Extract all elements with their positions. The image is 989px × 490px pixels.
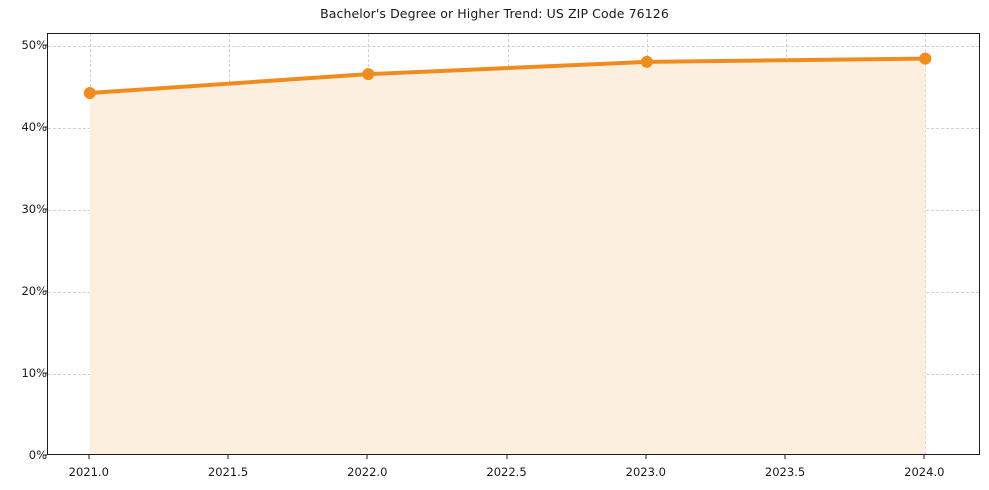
x-axis-tick-label: 2021.5 [207,465,249,479]
x-axis-tick-label: 2021.0 [68,465,109,479]
x-axis-tick-labels: 2021.0 2021.5 2022.0 2022.5 2023.0 2023.5 2024… [47,455,980,490]
y-axis-tick-label: 0% [28,448,47,462]
y-axis-tick-mark [43,208,47,210]
gridline-horizontal [48,46,979,48]
x-axis-tick-mark [923,455,925,459]
x-axis-tick-mark [784,455,786,459]
y-axis-tick-label: 40% [21,120,47,135]
chart-title: Bachelor's Degree or Higher Trend: US ZI… [320,6,669,21]
x-axis-tick-label: 2022.0 [347,465,388,479]
x-axis-tick-mark [366,455,368,459]
y-axis-tick-mark [43,454,47,456]
x-axis-tick-label: 2023.0 [625,465,666,479]
y-axis-tick-mark [43,126,47,128]
y-axis-tick-label: 10% [21,366,47,381]
y-axis-tick-mark [43,372,47,374]
x-axis-tick-mark [506,455,508,459]
series-area-fill [89,58,926,454]
y-axis-tick-label: 50% [21,38,47,53]
plot-area [47,33,980,455]
data-point-marker[interactable] [83,86,96,99]
series-layer [83,52,932,454]
y-axis-tick-labels: 0% 10% 20% 30% 40% 50% [0,33,47,462]
plot-inner [48,34,979,454]
gridline-vertical [925,34,927,454]
x-axis-tick-label: 2023.5 [764,465,806,479]
y-axis-tick-mark [43,290,47,292]
y-axis-tick-label: 20% [21,284,47,299]
y-axis-tick-mark [43,44,47,46]
y-axis-tick-marks [43,33,57,456]
x-axis-tick-label: 2024.0 [904,465,945,479]
y-axis-tick-label: 30% [21,202,47,217]
x-axis-tick-mark [227,455,229,459]
x-axis-tick-mark [645,455,647,459]
series-line [87,56,928,95]
x-axis-tick-label: 2022.5 [486,465,527,479]
data-point-marker[interactable] [919,52,932,65]
data-point-marker[interactable] [640,55,653,68]
data-point-marker[interactable] [362,68,375,81]
x-axis-tick-mark [88,455,90,459]
